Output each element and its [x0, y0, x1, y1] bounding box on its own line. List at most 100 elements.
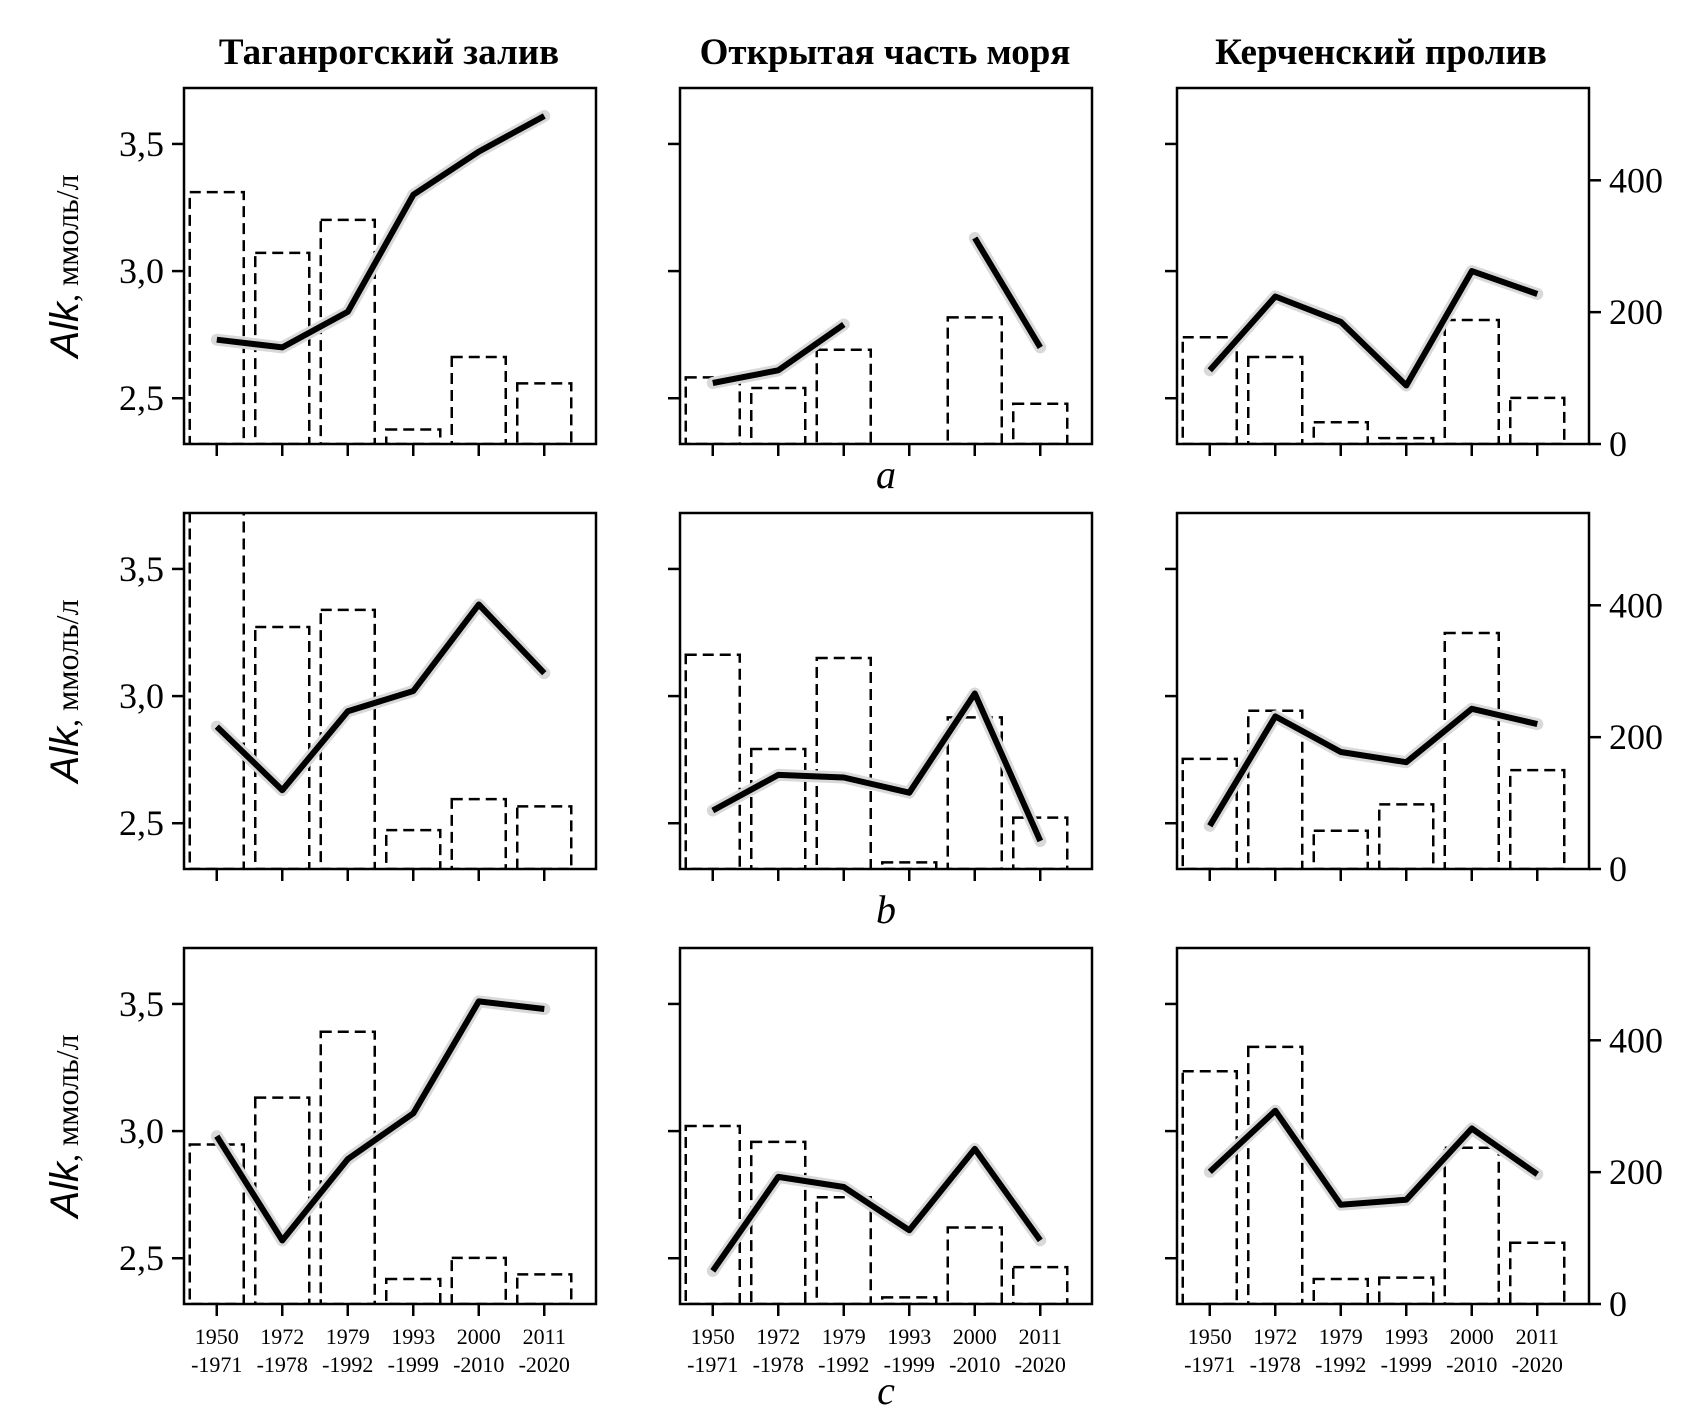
- category-label: 1993: [1384, 1324, 1428, 1349]
- bar: [188, 513, 245, 869]
- bar: [1012, 1265, 1069, 1304]
- right-tick-label: 200: [1609, 1152, 1663, 1192]
- series-line: [711, 690, 1044, 843]
- bar: [1443, 631, 1500, 869]
- panel-frame: [678, 511, 1094, 871]
- category-label: 1979: [1319, 1324, 1363, 1349]
- panel-b-2: b: [668, 511, 1094, 932]
- bar: [815, 656, 872, 869]
- plot-area: [188, 513, 573, 869]
- category-label: -1992: [322, 1352, 373, 1377]
- bar: [1443, 318, 1500, 444]
- category-label: 2011: [523, 1324, 566, 1349]
- panel-a-3: 0 200 400: [1165, 86, 1663, 464]
- line-band: [210, 995, 551, 1247]
- right-tick-label: 0: [1609, 424, 1627, 464]
- category-label: 1950: [1188, 1324, 1232, 1349]
- row-label-b: b: [876, 887, 896, 932]
- plot-area: [684, 232, 1069, 444]
- line-band: [706, 687, 1047, 847]
- line-band: [210, 598, 551, 797]
- bar: [1247, 1045, 1304, 1304]
- bar: [815, 1195, 872, 1304]
- right-tick-label: 400: [1609, 160, 1663, 200]
- y-axis-label: Alk, ммоль/л: [43, 1034, 87, 1219]
- category-label: -1999: [388, 1352, 439, 1377]
- right-tick-label: 200: [1609, 717, 1663, 757]
- category-label: 1950: [691, 1324, 735, 1349]
- plot-area: [684, 653, 1069, 869]
- bar: [1181, 335, 1238, 444]
- category-label: -1992: [1315, 1352, 1366, 1377]
- bar: [1378, 436, 1435, 444]
- panel-b-1: 2,5 3,0 3,5 Alk, ммоль/л: [43, 511, 598, 881]
- bar: [1012, 816, 1069, 869]
- line-band: [706, 318, 850, 389]
- bar: [1443, 1146, 1500, 1304]
- bar: [881, 861, 938, 869]
- category-label: -1999: [1381, 1352, 1432, 1377]
- series-line: [1207, 1107, 1540, 1208]
- bar: [385, 428, 442, 444]
- y-axis-label-main: Alk: [43, 300, 87, 360]
- category-label: 1972: [260, 1324, 304, 1349]
- panel-c-3: 0 200 400 1950 -1971 1972 -1978 1979 -1992 1993 -1…: [1165, 946, 1663, 1377]
- category-label: 1979: [822, 1324, 866, 1349]
- category-label: -1971: [191, 1352, 242, 1377]
- panel-frame: [182, 946, 598, 1306]
- bar: [1012, 402, 1069, 444]
- panel-c-2: 1950 -1971 1972 -1978 1979 -1992 1993 -1999 2000…: [668, 946, 1094, 1413]
- category-label: -1978: [753, 1352, 804, 1377]
- left-tick-label: 3,0: [119, 676, 164, 716]
- column-title-open-sea: Открытая часть моря: [700, 32, 1071, 73]
- plot-area: [684, 1124, 1069, 1304]
- category-label: -2010: [1446, 1352, 1497, 1377]
- right-tick-label: 200: [1609, 292, 1663, 332]
- bar: [450, 1256, 507, 1304]
- panel-a-2: a: [668, 86, 1094, 497]
- column-titles: Таганрогский залив Открытая часть моря К…: [219, 32, 1547, 73]
- category-label: 1972: [756, 1324, 800, 1349]
- bar: [450, 797, 507, 869]
- plot-area: [1181, 265, 1566, 444]
- series-line: [214, 998, 545, 1244]
- bar: [385, 828, 442, 869]
- left-tick-label: 3,5: [119, 549, 164, 589]
- category-label: 1993: [391, 1324, 435, 1349]
- category-label: 2000: [953, 1324, 997, 1349]
- panel-a-1: 2,5 3,0 3,5 Alk, ммоль/л: [43, 86, 598, 456]
- bar: [319, 1030, 376, 1304]
- left-tick-label: 3,5: [119, 984, 164, 1024]
- bar: [516, 382, 573, 444]
- category-label: 1993: [887, 1324, 931, 1349]
- column-title-taganrog: Таганрогский залив: [219, 32, 559, 73]
- plot-area: [188, 110, 573, 444]
- panel-frame: [1175, 86, 1591, 446]
- category-label: 1979: [326, 1324, 370, 1349]
- row-label-a: a: [876, 452, 896, 497]
- bar: [684, 653, 741, 869]
- column-title-kerch: Керченский пролив: [1215, 32, 1547, 73]
- category-label: -1992: [818, 1352, 869, 1377]
- bar: [1312, 829, 1369, 869]
- line-band: [210, 110, 551, 354]
- category-label: -1999: [884, 1352, 935, 1377]
- panel-frame: [1175, 511, 1591, 871]
- category-label: 2000: [457, 1324, 501, 1349]
- bar: [1312, 1277, 1369, 1304]
- panel-frame: [182, 511, 598, 871]
- panel-frame: [1175, 946, 1591, 1306]
- series-line: [214, 601, 547, 794]
- plot-area: [188, 995, 573, 1304]
- bar: [750, 386, 807, 444]
- y-axis-label: Alk, ммоль/л: [43, 174, 87, 359]
- bar: [684, 1124, 741, 1304]
- series-line: [710, 1145, 1043, 1273]
- bar: [1181, 757, 1238, 869]
- y-axis-label: Alk, ммоль/л: [43, 599, 87, 784]
- category-label: -2010: [453, 1352, 504, 1377]
- bar: [1509, 396, 1566, 444]
- left-tick-label: 3,0: [119, 1111, 164, 1151]
